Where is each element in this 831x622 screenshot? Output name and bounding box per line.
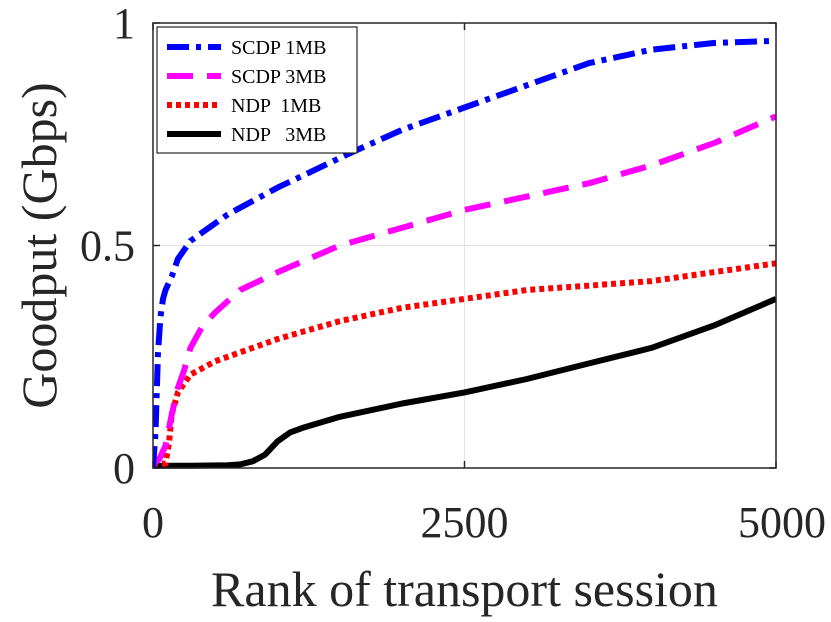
series-line-ndp-1mb xyxy=(153,260,776,467)
x-tick-label: 2500 xyxy=(421,498,509,547)
legend-label: SCDP 1MB xyxy=(231,37,326,59)
plot-area xyxy=(153,37,776,469)
series-line-scdp-3mb xyxy=(153,113,776,467)
legend-label: NDP 1MB xyxy=(231,95,321,117)
legend-label: SCDP 3MB xyxy=(231,66,326,88)
x-axis-label: Rank of transport session xyxy=(211,561,718,617)
y-axis-label: Goodput (Gbps) xyxy=(11,82,67,408)
x-tick-label: 0 xyxy=(142,498,164,547)
axis-ticks: 0 2500 5000 0 0.5 1 xyxy=(80,0,826,547)
series-line-ndp-3mb xyxy=(153,296,776,469)
series-line-scdp-1mb xyxy=(153,37,776,469)
y-tick-label: 0.5 xyxy=(80,222,135,271)
y-tick-label: 1 xyxy=(113,0,135,48)
y-tick-label: 0 xyxy=(113,444,135,493)
legend-label: NDP 3MB xyxy=(231,124,326,146)
legend: SCDP 1MB SCDP 3MB NDP 1MB NDP 3MB xyxy=(156,26,358,154)
x-tick-label: 5000 xyxy=(738,498,826,547)
